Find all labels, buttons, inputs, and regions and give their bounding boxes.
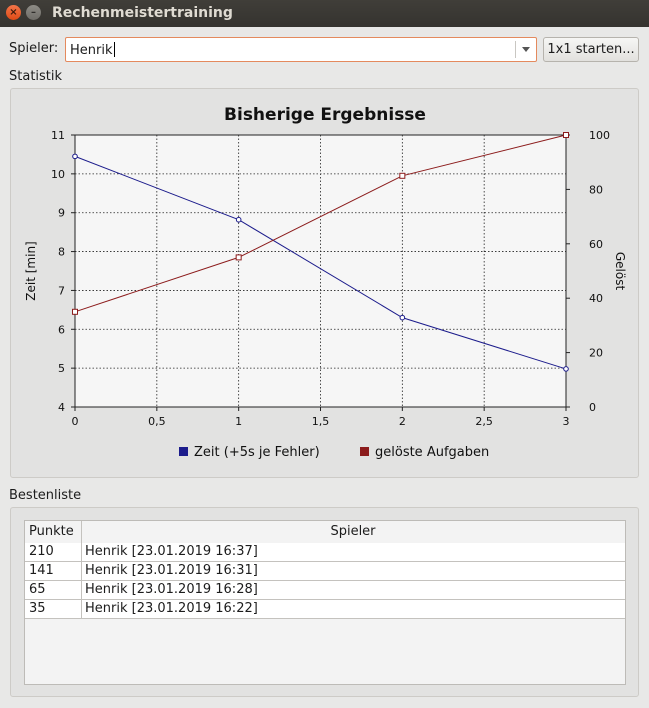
title-bar: × – Rechenmeistertraining [0, 0, 649, 27]
cell-player: Henrik [23.01.2019 16:31] [85, 563, 258, 578]
y2-tick-label: 80 [589, 183, 603, 196]
leaderboard-table[interactable]: Punkte Spieler 210 Henrik [23.01.2019 16… [24, 520, 626, 685]
player-combobox[interactable]: Henrik [65, 37, 537, 62]
y2-tick-label: 100 [589, 129, 610, 142]
x-tick-label: 1,5 [312, 415, 330, 428]
data-point [235, 216, 242, 223]
y-tick-label: 4 [58, 401, 65, 414]
y-tick-label: 11 [51, 129, 65, 142]
table-row[interactable]: 141 Henrik [23.01.2019 16:31] [25, 562, 625, 581]
chart-legend: Zeit (+5s je Fehler) gelöste Aufgaben [179, 445, 489, 460]
cell-points: 141 [29, 563, 54, 578]
table-header: Punkte Spieler [25, 521, 625, 544]
close-icon[interactable]: × [6, 5, 21, 20]
data-point [563, 132, 569, 138]
stats-group: Bisherige Ergebnisse 0 0,5 1 1,5 2 2,5 3 4 5 6 7 8 9… [10, 88, 639, 478]
cell-points: 210 [29, 544, 54, 559]
y-tick-label: 5 [58, 362, 65, 375]
cell-points: 65 [29, 582, 46, 597]
y2-axis-label: Gelöst [613, 252, 627, 291]
column-header-points[interactable]: Punkte [29, 524, 74, 539]
x-tick-label: 2,5 [475, 415, 493, 428]
data-point [399, 172, 406, 179]
minimize-icon[interactable]: – [26, 5, 41, 20]
y2-tick-label: 0 [589, 401, 596, 414]
legend-label: Zeit (+5s je Fehler) [194, 445, 320, 460]
player-label: Spieler: [9, 41, 59, 56]
player-input[interactable]: Henrik [70, 43, 113, 58]
y-tick-label: 10 [51, 168, 65, 181]
y-tick-label: 9 [58, 207, 65, 220]
legend-swatch [179, 447, 188, 456]
y-tick-label: 6 [58, 323, 65, 336]
y-tick-label: 8 [58, 246, 65, 259]
cell-player: Henrik [23.01.2019 16:28] [85, 582, 258, 597]
cell-player: Henrik [23.01.2019 16:37] [85, 544, 258, 559]
series-line [74, 155, 567, 370]
chart-title: Bisherige Ergebnisse [224, 105, 426, 125]
table-row[interactable]: 65 Henrik [23.01.2019 16:28] [25, 581, 625, 600]
legend-swatch [360, 447, 369, 456]
best-group-title: Bestenliste [9, 488, 82, 503]
data-point [72, 153, 78, 160]
chevron-down-icon[interactable] [522, 47, 530, 52]
series-line [74, 134, 567, 313]
y2-tick-label: 40 [589, 292, 603, 305]
table-row[interactable]: 35 Henrik [23.01.2019 16:22] [25, 600, 625, 619]
x-tick-label: 2 [399, 415, 406, 428]
start-button[interactable]: 1x1 starten... [543, 37, 639, 62]
y-tick-label: 7 [58, 284, 65, 297]
x-tick-label: 3 [563, 415, 570, 428]
column-header-player[interactable]: Spieler [330, 524, 376, 539]
table-row[interactable]: 210 Henrik [23.01.2019 16:37] [25, 543, 625, 562]
stats-group-title: Statistik [9, 69, 63, 84]
results-chart: Bisherige Ergebnisse 0 0,5 1 1,5 2 2,5 3 4 5 6 7 8 9… [24, 105, 627, 460]
y-axis-label: Zeit [min] [24, 241, 38, 300]
window-title: Rechenmeistertraining [52, 5, 233, 21]
cell-player: Henrik [23.01.2019 16:22] [85, 601, 258, 616]
y2-tick-label: 20 [589, 347, 603, 360]
legend-label: gelöste Aufgaben [375, 445, 489, 460]
data-point [235, 254, 242, 261]
data-point [563, 366, 569, 372]
data-point [72, 308, 78, 315]
x-tick-label: 0,5 [148, 415, 166, 428]
x-tick-label: 0 [72, 415, 79, 428]
x-tick-label: 1 [235, 415, 242, 428]
y2-tick-label: 60 [589, 238, 603, 251]
cell-points: 35 [29, 601, 46, 616]
data-point [399, 314, 406, 321]
